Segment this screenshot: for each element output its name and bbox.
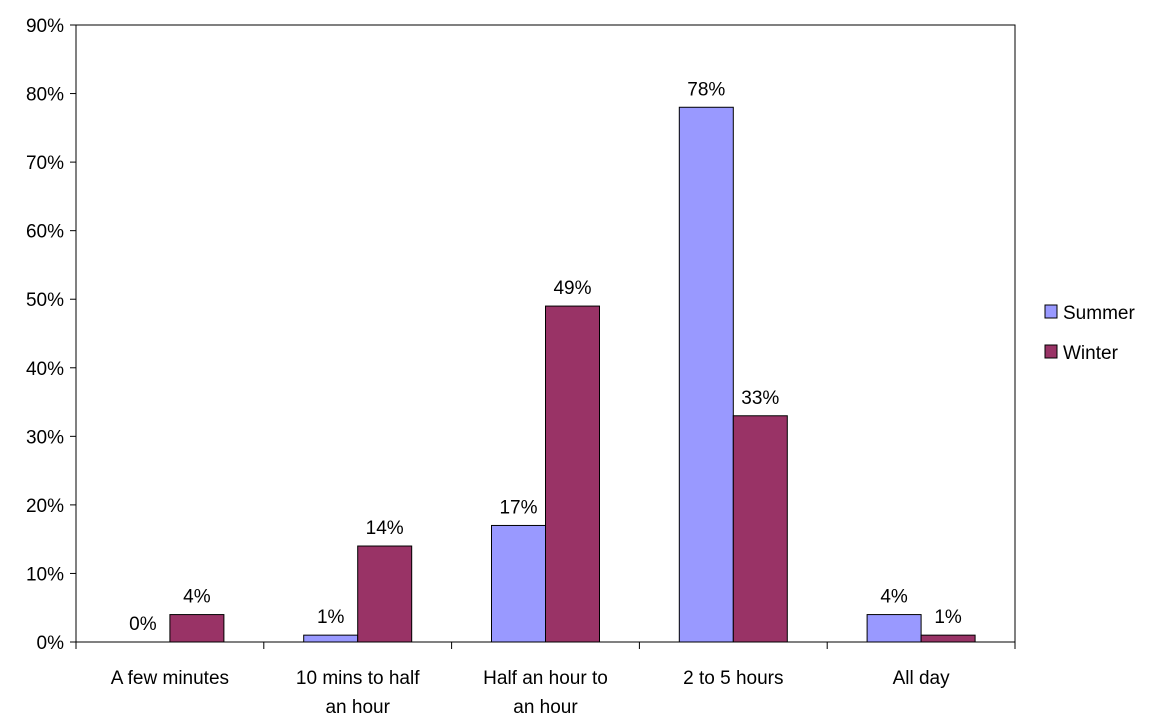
data-label: 33% (741, 388, 779, 409)
category-label: 10 mins to half (296, 668, 420, 689)
category-label: A few minutes (111, 668, 229, 689)
y-tick-label: 0% (37, 633, 65, 654)
legend-swatch-summer (1044, 304, 1058, 319)
category-label: Half an hour to (483, 668, 608, 689)
data-label: 49% (553, 278, 591, 299)
y-tick-label: 70% (26, 153, 64, 174)
y-tick-label: 30% (26, 427, 64, 448)
bar-summer (678, 106, 734, 643)
y-tick-label: 50% (26, 290, 64, 311)
category-label: All day (893, 668, 951, 689)
category-labels: A few minutes 10 mins to half an hour Half … (111, 668, 950, 718)
y-tick-label: 10% (26, 564, 64, 585)
data-label: 78% (687, 79, 725, 100)
category-label: 2 to 5 hours (683, 668, 783, 689)
legend-label-winter: Winter (1063, 343, 1119, 364)
data-label: 4% (183, 587, 211, 608)
y-tick-label: 90% (26, 16, 64, 37)
bar-winter (732, 415, 788, 643)
bar-summer (303, 634, 359, 643)
data-label: 0% (129, 614, 157, 635)
data-label: 14% (366, 518, 404, 539)
legend: Summer Winter (1044, 303, 1135, 364)
data-labels: 0% 4% 1% 14% 17% 49% 78% 33% 4% 1% (129, 79, 962, 635)
data-label: 4% (880, 587, 908, 608)
y-tick-label: 60% (26, 222, 64, 243)
category-label: an hour (325, 697, 390, 718)
data-label: 17% (499, 497, 537, 518)
bar-series (169, 106, 976, 643)
y-axis-ticks: 0% 10% 20% 30% 40% 50% 60% 70% 80% 90% (26, 16, 76, 654)
bar-winter (920, 634, 976, 643)
data-label: 1% (934, 607, 962, 628)
bar-winter (545, 305, 600, 643)
bar-summer (491, 524, 546, 643)
legend-label-summer: Summer (1063, 303, 1135, 324)
bar-summer (866, 614, 922, 643)
bar-winter (169, 614, 225, 643)
category-label: an hour (513, 697, 578, 718)
legend-swatch-winter (1044, 344, 1058, 359)
data-label: 1% (317, 607, 345, 628)
y-tick-label: 40% (26, 359, 64, 380)
y-tick-label: 20% (26, 496, 64, 517)
bar-winter (357, 545, 413, 643)
y-tick-label: 80% (26, 85, 64, 106)
